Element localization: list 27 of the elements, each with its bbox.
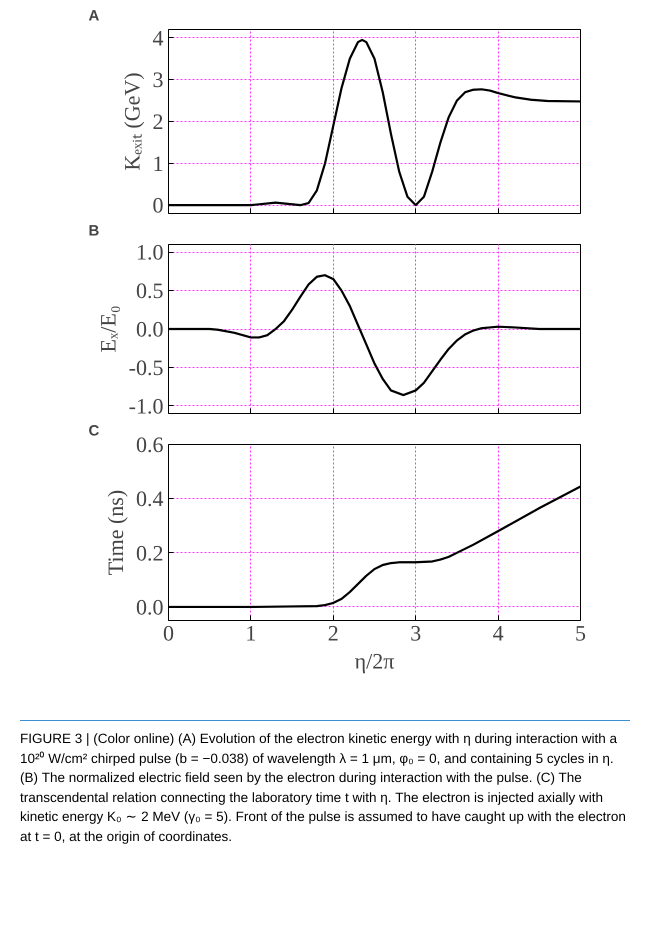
y-tick-label: 2: [152, 109, 164, 134]
y-tick-label: -0.5: [128, 354, 164, 380]
caption: FIGURE 3 | (Color online) (A) Evolution of the electron kinetic energy with η during interaction with a 10²⁰ W/cm² chirped pulse (b = −0.038) of wavelength λ = 1 μm, φ₀ = 0, and containing 5 cycles in η. (B) The normalized electric field seen by the electron during interaction with the pulse. (C) The transcendental relation connecting the laboratory time t with η. The electron is injected axially with kinetic energy K₀ ∼ 2 MeV (γ₀ = 5). Front of the pulse is assumed to have caught up with the electron at t = 0, at the origin of coordinates.: [20, 720, 630, 846]
x-axis-title: η/2π: [354, 648, 394, 674]
y-axis-title: Kₑₓᵢₜ (GeV): [120, 72, 144, 171]
y-tick-label: 0.0: [136, 594, 164, 620]
y-tick-label: 0.5: [136, 278, 164, 304]
y-tick-label: 0: [152, 192, 164, 218]
y-tick-label: 0.0: [136, 316, 164, 342]
chart-title: B: [88, 222, 100, 240]
y-axis-title: Eₓ/E₀: [96, 305, 121, 353]
chart-title: C: [88, 422, 100, 440]
x-tick-label: 3: [410, 620, 422, 646]
y-tick-label: 3: [152, 67, 164, 92]
y-tick-label: 0.6: [136, 432, 164, 457]
y-tick-label: 0.2: [136, 540, 164, 566]
chart-title: A: [88, 8, 100, 24]
y-tick-label: 0.4: [136, 486, 164, 512]
y-tick-label: 1.0: [136, 240, 164, 265]
y-tick-label: 1: [152, 150, 164, 176]
x-tick-label: 2: [328, 620, 339, 646]
y-tick-label: 4: [152, 25, 164, 50]
x-tick-label: 5: [575, 620, 586, 646]
x-tick-label: 4: [492, 620, 504, 646]
y-axis-title: Time (ns): [103, 490, 128, 576]
x-tick-label: 1: [245, 620, 256, 646]
y-tick-label: -1.0: [128, 393, 164, 418]
